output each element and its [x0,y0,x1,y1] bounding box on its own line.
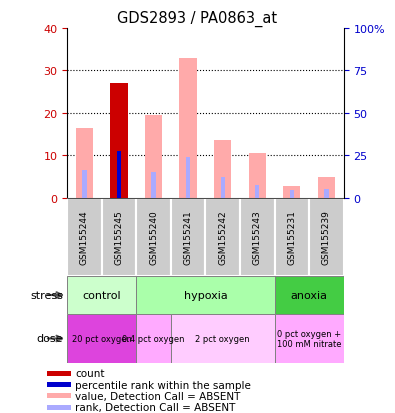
Bar [136,277,275,314]
Bar [324,190,329,198]
Text: GSM155239: GSM155239 [322,210,331,265]
Bar [248,154,266,198]
Text: GSM155245: GSM155245 [115,210,124,265]
Bar [117,152,121,198]
Text: GSM155241: GSM155241 [184,210,193,265]
Bar [110,84,128,198]
Bar [214,141,231,198]
Bar [82,171,87,198]
Text: dose: dose [37,334,63,344]
Text: anoxia: anoxia [291,290,327,300]
Text: GSM155244: GSM155244 [80,210,89,265]
Bar [151,173,156,198]
Text: rank, Detection Call = ABSENT: rank, Detection Call = ABSENT [75,402,235,412]
Bar [290,191,294,198]
Text: hypoxia: hypoxia [184,290,227,300]
Bar [275,314,344,363]
Text: 0 pct oxygen +
100 mM nitrate: 0 pct oxygen + 100 mM nitrate [277,329,341,348]
Bar [102,198,136,277]
Bar [186,158,190,198]
Text: 20 pct oxygen: 20 pct oxygen [72,334,132,343]
Text: control: control [83,290,121,300]
Bar [171,198,205,277]
Text: 0.4 pct oxygen: 0.4 pct oxygen [122,334,185,343]
Bar [136,198,171,277]
Bar [179,59,197,198]
Text: GDS2893 / PA0863_at: GDS2893 / PA0863_at [117,10,278,26]
Bar [47,393,71,398]
Bar [275,198,309,277]
Bar [240,198,275,277]
Bar [110,84,128,198]
Bar [255,185,260,198]
Text: GSM155243: GSM155243 [253,210,262,265]
Bar [171,314,275,363]
Bar [67,277,136,314]
Bar [76,128,93,198]
Bar [275,277,344,314]
Bar [309,198,344,277]
Text: GSM155231: GSM155231 [287,210,296,265]
Bar [283,186,301,198]
Bar [318,177,335,198]
Bar [47,371,71,376]
Bar [47,405,71,410]
Bar [67,198,102,277]
Bar [67,314,136,363]
Text: GSM155240: GSM155240 [149,210,158,265]
Text: percentile rank within the sample: percentile rank within the sample [75,380,251,389]
Bar [220,177,225,198]
Text: count: count [75,368,105,378]
Text: stress: stress [30,290,63,300]
Text: 2 pct oxygen: 2 pct oxygen [196,334,250,343]
Bar [47,382,71,387]
Text: GSM155242: GSM155242 [218,210,227,265]
Bar [136,314,171,363]
Bar [145,116,162,198]
Bar [205,198,240,277]
Text: value, Detection Call = ABSENT: value, Detection Call = ABSENT [75,391,241,401]
